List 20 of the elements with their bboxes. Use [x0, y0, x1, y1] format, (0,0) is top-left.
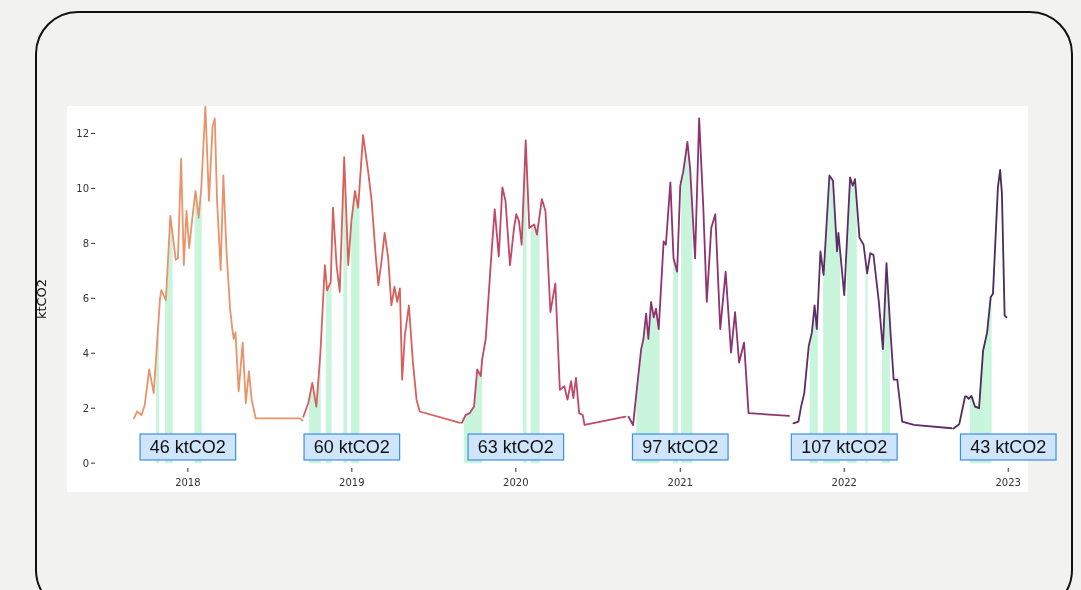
x-tick-label: 2021 [667, 477, 693, 488]
annotation: 46 ktCO2 [149, 437, 226, 458]
y-tick-label: 6 [82, 292, 89, 304]
x-tick-label: 2023 [995, 477, 1021, 488]
y-tick-label: 8 [82, 237, 89, 249]
x-tick-label: 2018 [175, 477, 201, 488]
y-tick-label: 0 [82, 457, 89, 469]
annotation: 107 ktCO2 [801, 437, 888, 458]
x-tick-label: 2020 [503, 477, 529, 488]
x-tick-label: 2019 [339, 477, 365, 488]
annotation: 43 ktCO2 [970, 437, 1047, 458]
y-tick-label: 12 [76, 127, 89, 139]
x-tick-label: 2022 [831, 477, 857, 488]
annotation: 97 ktCO2 [642, 437, 719, 458]
y-axis-title: ktCO2 [34, 278, 49, 320]
annotation: 63 ktCO2 [477, 437, 554, 458]
y-tick-label: 10 [76, 182, 89, 194]
y-tick-label: 4 [82, 347, 89, 359]
y-tick-label: 2 [82, 402, 89, 414]
annotation: 60 ktCO2 [313, 437, 390, 458]
